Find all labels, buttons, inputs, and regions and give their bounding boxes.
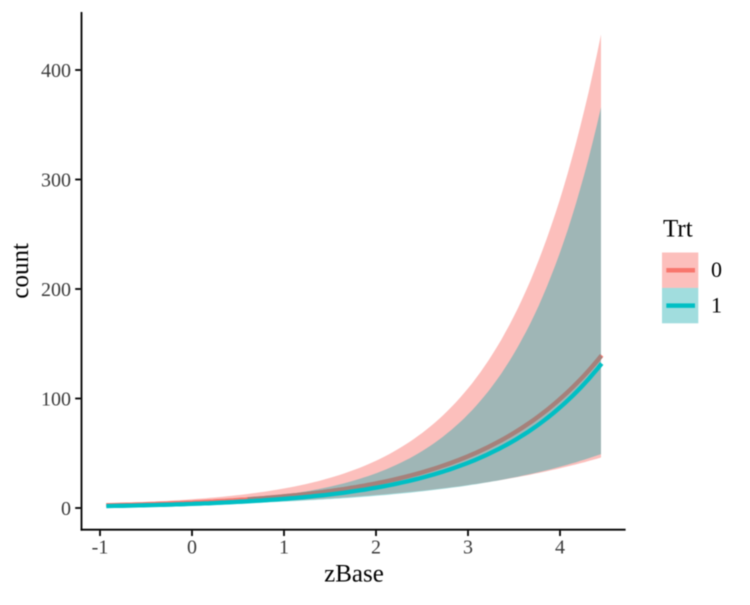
svg-text:0: 0 — [61, 498, 71, 520]
svg-text:200: 200 — [41, 279, 71, 301]
svg-text:zBase: zBase — [324, 561, 384, 588]
svg-text:0: 0 — [711, 257, 722, 282]
svg-text:400: 400 — [41, 60, 71, 82]
svg-text:4: 4 — [555, 537, 565, 559]
svg-text:1: 1 — [711, 293, 722, 318]
svg-text:0: 0 — [187, 537, 197, 559]
svg-text:1: 1 — [279, 537, 289, 559]
svg-text:count: count — [7, 243, 34, 299]
svg-text:100: 100 — [41, 389, 71, 411]
svg-text:-1: -1 — [92, 537, 109, 559]
svg-text:3: 3 — [463, 537, 473, 559]
svg-text:300: 300 — [41, 170, 71, 192]
svg-text:2: 2 — [371, 537, 381, 559]
svg-text:Trt: Trt — [663, 216, 693, 243]
